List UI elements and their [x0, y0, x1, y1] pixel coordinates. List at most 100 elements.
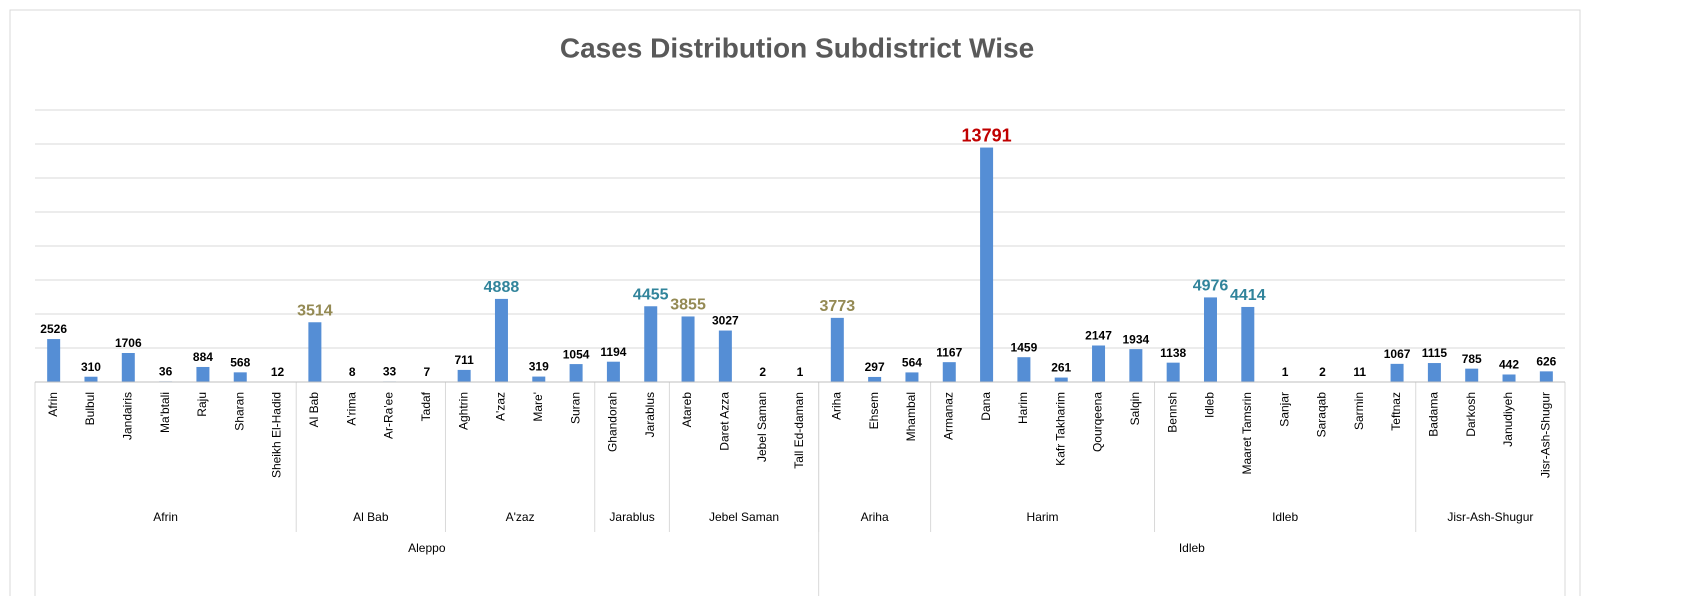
data-label: 1167 — [936, 345, 962, 359]
data-label: 297 — [865, 360, 885, 374]
x-tick-label: Raju — [195, 392, 209, 417]
data-label: 1934 — [1123, 332, 1150, 346]
data-label: 3027 — [712, 314, 739, 328]
x-tick-label: Afrin — [46, 392, 60, 417]
x-tick-label: Aghtrin — [456, 392, 470, 430]
data-label: 12 — [271, 365, 285, 379]
x-tick-label: A'rima — [344, 392, 358, 426]
x-tick-label: Jisr-Ash-Shugur — [1539, 392, 1553, 478]
data-label: 261 — [1051, 361, 1071, 375]
data-label: 568 — [230, 356, 250, 370]
bar — [457, 369, 471, 382]
bar — [196, 366, 210, 382]
district-label: Afrin — [153, 510, 178, 524]
data-label: 564 — [902, 356, 922, 370]
data-label: 884 — [193, 350, 213, 364]
x-tick-label: Sharan — [232, 392, 246, 431]
governorate-label: Aleppo — [408, 541, 446, 555]
data-label: 626 — [1536, 355, 1556, 369]
bar — [644, 306, 658, 382]
x-tick-label: Suran — [568, 392, 582, 424]
x-tick-label: Teftnaz — [1389, 392, 1403, 431]
bar — [47, 339, 61, 382]
x-tick-label: Mhambal — [904, 392, 918, 441]
data-label: 2526 — [40, 322, 67, 336]
bar — [1054, 377, 1068, 382]
x-tick-label: Sarmin — [1352, 392, 1366, 430]
x-tick-label: Tall Ed-daman — [792, 392, 806, 469]
bar — [121, 352, 135, 382]
x-tick-label: Armanaz — [941, 392, 955, 440]
bar — [942, 362, 956, 382]
bar — [718, 330, 732, 382]
data-label: 2 — [1319, 365, 1326, 379]
x-tick-label: Kafr Takharim — [1053, 392, 1067, 466]
data-label: 2 — [759, 365, 766, 379]
data-label: 11 — [1353, 365, 1366, 379]
x-tick-label: Dana — [979, 392, 993, 421]
x-tick-label: Jarablus — [643, 392, 657, 437]
data-label: 2147 — [1085, 329, 1112, 343]
x-tick-label: Badama — [1427, 392, 1441, 437]
district-label: Idleb — [1272, 510, 1298, 524]
bar — [1241, 306, 1255, 382]
x-tick-label: Al Bab — [307, 392, 321, 428]
governorate-label: Idleb — [1179, 541, 1205, 555]
data-label: 13791 — [962, 125, 1012, 145]
x-tick-label: Idleb — [1203, 392, 1217, 418]
bar — [681, 316, 695, 382]
bar — [1129, 349, 1143, 382]
district-label: Jarablus — [609, 510, 654, 524]
bar — [84, 376, 98, 382]
chart-title: Cases Distribution Subdistrict Wise — [560, 32, 1034, 63]
bar — [1390, 363, 1404, 382]
data-label: 4455 — [633, 286, 669, 303]
x-tick-label: Qourqeena — [1091, 392, 1105, 452]
data-label: 3514 — [297, 302, 333, 319]
x-tick-label: Ehsem — [867, 392, 881, 429]
data-label: 1459 — [1011, 340, 1038, 354]
data-label: 1706 — [115, 336, 142, 350]
data-label: 442 — [1499, 358, 1519, 372]
x-tick-label: Harim — [1016, 392, 1030, 424]
data-label: 1054 — [563, 347, 590, 361]
x-tick-label: Janudiyeh — [1501, 392, 1515, 447]
bar — [1427, 363, 1441, 382]
chart-border — [9, 9, 1581, 596]
data-label: 36 — [159, 365, 173, 379]
data-label: 3773 — [820, 298, 856, 315]
data-label: 1067 — [1384, 347, 1411, 361]
bar — [1092, 345, 1106, 382]
bar — [1017, 357, 1031, 382]
x-tick-label: Ariha — [829, 392, 843, 420]
x-tick-label: Bulbul — [83, 392, 97, 425]
bar — [868, 376, 882, 382]
data-label: 1 — [1282, 365, 1289, 379]
data-label: 4888 — [484, 279, 520, 296]
district-label: Ariha — [861, 510, 889, 524]
district-label: A'zaz — [506, 510, 535, 524]
bar — [308, 322, 322, 382]
x-tick-label: Bennsh — [1165, 392, 1179, 433]
data-label: 33 — [383, 365, 397, 379]
x-tick-label: A'zaz — [494, 392, 508, 421]
x-tick-label: Ar-Ra'ee — [382, 392, 396, 439]
x-tick-label: Saraqab — [1315, 392, 1329, 438]
district-label: Harim — [1027, 510, 1059, 524]
data-label: 1194 — [600, 345, 626, 359]
x-tick-label: Maaret Tamsrin — [1240, 392, 1254, 474]
data-label: 1 — [797, 365, 804, 379]
x-tick-label: Sanjar — [1277, 392, 1291, 427]
x-tick-label: Daret Azza — [718, 392, 732, 451]
data-label: 1115 — [1422, 346, 1448, 360]
bar — [1465, 368, 1479, 382]
x-tick-label: Ma'btali — [158, 392, 172, 433]
x-tick-label: Ghandorah — [606, 392, 620, 452]
bar — [1203, 297, 1217, 382]
data-label: 1138 — [1160, 346, 1186, 360]
bar — [1539, 371, 1553, 382]
bar — [980, 147, 994, 382]
data-label: 4414 — [1230, 287, 1266, 304]
district-label: Jisr-Ash-Shugur — [1447, 510, 1533, 524]
